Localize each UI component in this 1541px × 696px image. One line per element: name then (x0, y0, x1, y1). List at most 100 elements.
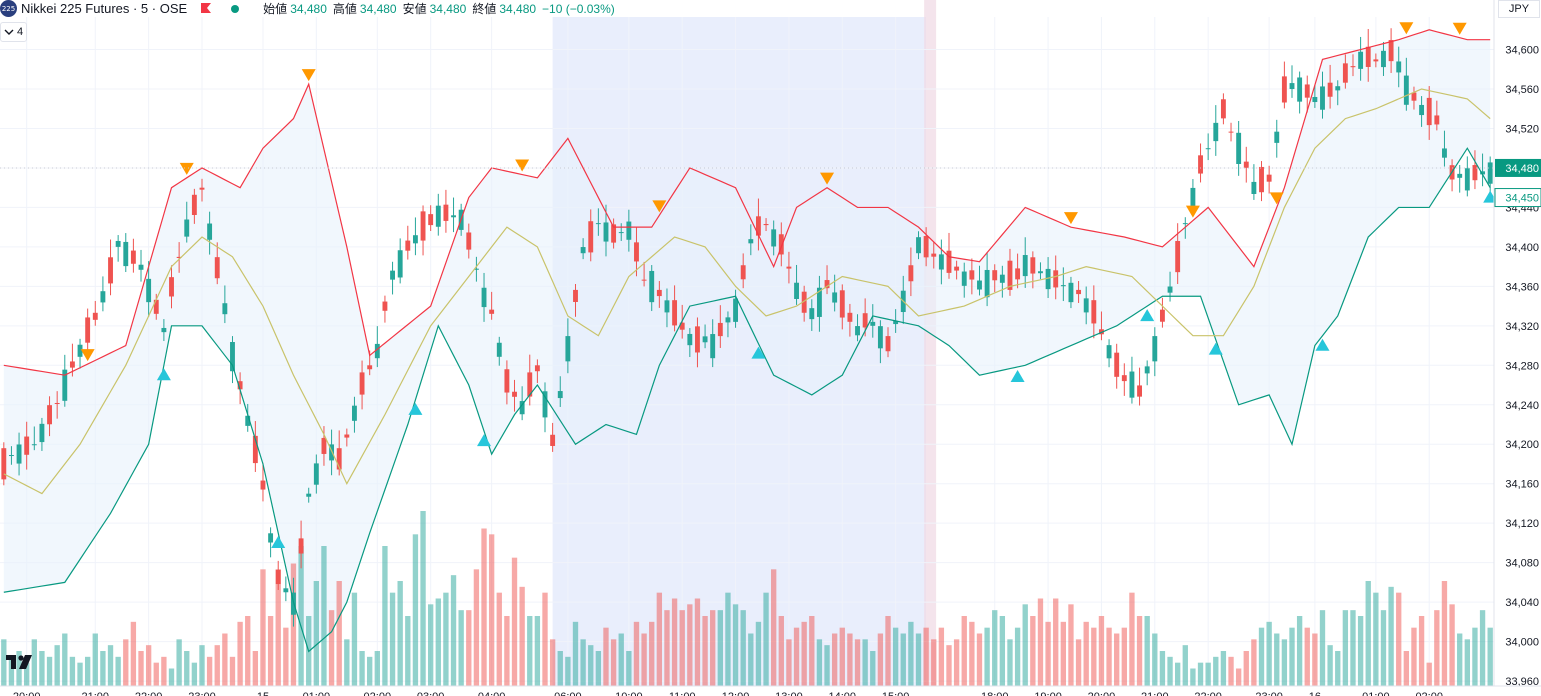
volume-bar (382, 546, 388, 686)
candle-body (717, 322, 723, 337)
volume-bar (816, 639, 823, 686)
volume-bar (877, 633, 884, 686)
volume-bar (710, 610, 716, 686)
candle-body (1419, 104, 1425, 116)
candle-body (1358, 51, 1364, 69)
candle-body (69, 361, 75, 368)
tradingview-logo-icon[interactable] (6, 653, 38, 671)
volume-bar (374, 651, 380, 686)
candle-body (832, 292, 838, 303)
volume-bar (1312, 633, 1318, 686)
volume-bar (938, 627, 945, 686)
volume-bar (671, 598, 678, 686)
volume-bar (504, 616, 510, 686)
chevron-down-icon (4, 29, 14, 35)
candle-body (374, 343, 380, 359)
candle-body (54, 402, 60, 404)
change-value: −10 (−0.03%) (542, 1, 615, 16)
volume-bar (961, 616, 967, 686)
candle-body (755, 216, 761, 236)
candle-body (130, 250, 136, 264)
candle-body (1480, 171, 1486, 175)
volume-bar (420, 511, 426, 686)
candle-body (893, 320, 899, 325)
candle-body (1320, 86, 1325, 110)
candle-body (794, 282, 799, 299)
volume-bar (946, 645, 952, 686)
volume-bar (870, 651, 876, 686)
candle-body (1091, 300, 1097, 324)
y-tick-label: 34,560 (1505, 84, 1539, 96)
volume-bar (359, 651, 365, 686)
candle-body (611, 224, 617, 243)
x-tick-label: 14:00 (829, 691, 857, 696)
currency-button[interactable]: JPY (1498, 0, 1540, 18)
market-status-dot-icon (231, 4, 240, 13)
candle-body (481, 287, 487, 308)
candle-body (733, 298, 739, 322)
volume-bar (732, 604, 739, 686)
candle-body (1442, 148, 1447, 158)
volume-bar (679, 610, 685, 686)
volume-bar (1281, 639, 1288, 686)
volume-bar (1296, 616, 1303, 686)
y-tick-label: 34,400 (1505, 242, 1539, 254)
candle-body (153, 299, 159, 314)
time-axis-bg (0, 686, 1541, 696)
candle-body (1243, 161, 1249, 168)
volume-bar (1487, 627, 1493, 686)
volume-bar (900, 633, 906, 686)
candle-body (1144, 366, 1150, 374)
volume-bar (1053, 598, 1059, 686)
candle-body (527, 372, 533, 397)
candle-body (161, 327, 167, 333)
volume-bar (1274, 633, 1280, 686)
volume-bar (1228, 656, 1234, 686)
volume-bar (1136, 616, 1143, 686)
candle-body (24, 436, 30, 455)
indicator-toggle[interactable]: 4 (0, 22, 28, 42)
symbol-title[interactable]: Nikkei 225 Futures · 5 · OSE (21, 1, 188, 16)
candle-body (748, 239, 754, 244)
candle-body (191, 194, 197, 215)
candle-body (977, 280, 982, 290)
candle-body (626, 221, 632, 240)
volume-bar (1060, 621, 1066, 686)
flag-icon[interactable] (199, 2, 213, 16)
candle-body (1007, 260, 1013, 290)
candle-body (1487, 162, 1493, 184)
candle-body (443, 204, 449, 221)
candle-body (862, 313, 868, 328)
candle-body (710, 334, 716, 359)
candle-body (588, 221, 594, 253)
candle-body (451, 215, 456, 218)
volume-bar (115, 656, 121, 686)
close-value: 34,480 (499, 1, 537, 16)
volume-bar (92, 633, 98, 686)
candle-body (184, 219, 190, 237)
y-tick-label: 34,120 (1505, 518, 1539, 530)
volume-bar (1106, 627, 1112, 686)
volume-bar (1121, 627, 1127, 686)
volume-bar (565, 656, 571, 686)
candle-body (1175, 240, 1181, 273)
volume-bar (748, 633, 754, 686)
buy-marker-icon (408, 402, 423, 415)
volume-bar (1380, 610, 1387, 686)
candle-body (702, 336, 708, 343)
volume-bar (1235, 668, 1242, 686)
volume-bar (199, 645, 205, 686)
volume-bar (1098, 616, 1105, 686)
candle-body (1388, 40, 1394, 62)
volume-bar (1030, 616, 1036, 686)
volume-bar (496, 592, 502, 686)
volume-bar (1159, 651, 1166, 686)
candle-body (1342, 63, 1348, 83)
candle-body (100, 291, 106, 303)
candle-body (1121, 375, 1127, 382)
volume-bar (641, 633, 647, 686)
volume-bar (999, 616, 1006, 686)
candle-body (855, 326, 860, 336)
